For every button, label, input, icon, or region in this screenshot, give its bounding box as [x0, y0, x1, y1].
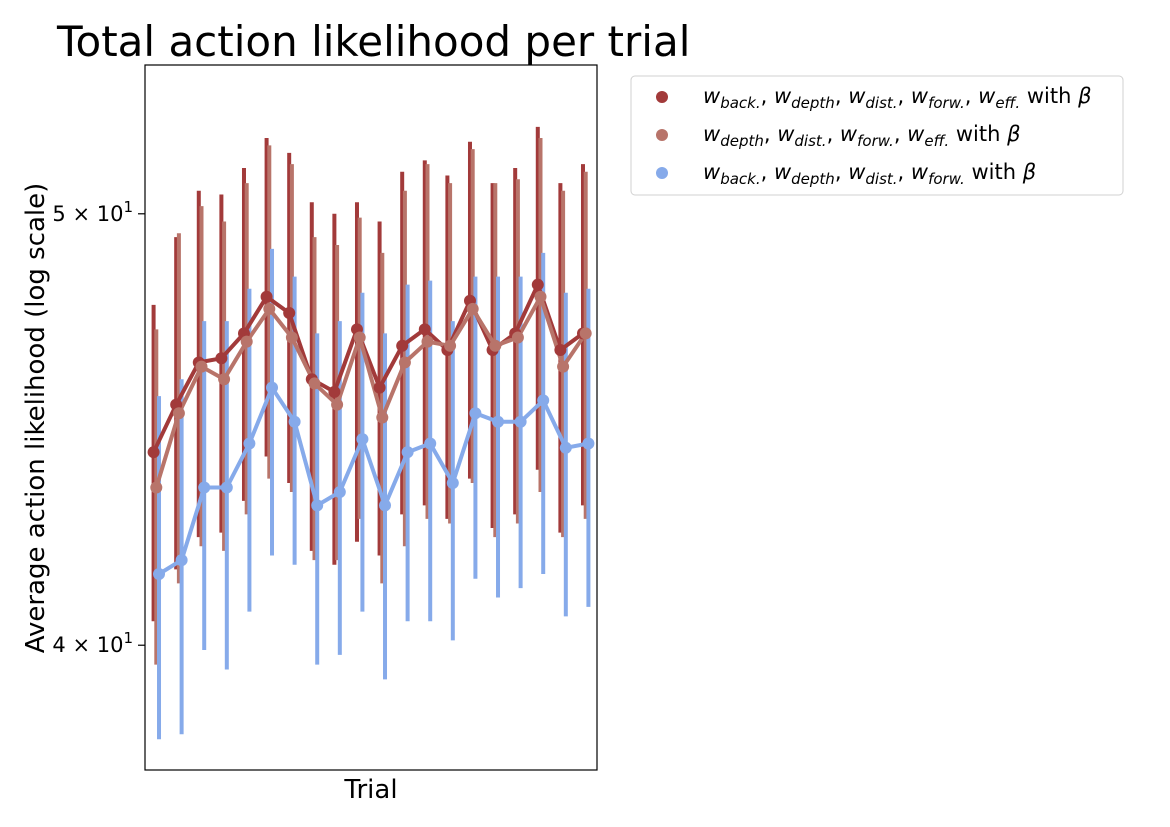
- y-axis-label: Average action likelihood (log scale): [21, 183, 51, 654]
- y-tick-label: 5 × 101: [52, 198, 133, 226]
- data-point: [398, 356, 411, 369]
- data-point: [469, 407, 482, 420]
- series-2-points: [153, 381, 595, 581]
- data-point: [150, 481, 163, 494]
- legend: wback., wdepth, wdist., wforw., weff. wi…: [630, 75, 1124, 196]
- data-point: [283, 306, 296, 319]
- data-point: [153, 568, 166, 581]
- legend-marker: [656, 91, 668, 103]
- data-point: [534, 290, 547, 303]
- data-point: [418, 323, 431, 336]
- data-point: [263, 302, 276, 315]
- data-point: [466, 302, 479, 315]
- data-point: [559, 441, 572, 454]
- y-axis-ticks: 4 × 101 5 × 101: [52, 198, 145, 657]
- plot-area: [147, 126, 595, 740]
- data-point: [492, 415, 505, 428]
- data-point: [489, 339, 502, 352]
- data-point: [198, 481, 211, 494]
- data-point: [396, 339, 409, 352]
- legend-label: wback., wdepth, wdist., wforw., weff. wi…: [703, 84, 1091, 112]
- data-point: [379, 499, 392, 512]
- data-point: [147, 446, 160, 459]
- data-point: [401, 446, 414, 459]
- data-point: [331, 398, 344, 411]
- data-point: [353, 331, 366, 344]
- data-point: [288, 415, 301, 428]
- data-point: [220, 481, 233, 494]
- legend-marker: [656, 167, 668, 179]
- chart-title: Total action likelihood per trial: [56, 17, 690, 66]
- legend-item-2: wback., wdepth, wdist., wforw. with β: [656, 160, 1036, 188]
- legend-label: wback., wdepth, wdist., wforw. with β: [703, 160, 1036, 188]
- data-point: [215, 352, 228, 365]
- legend-item-1: wdepth, wdist., wforw., weff. with β: [656, 122, 1021, 150]
- data-point: [531, 278, 544, 291]
- data-point: [333, 485, 346, 498]
- data-point: [195, 360, 208, 373]
- data-point: [554, 343, 567, 356]
- data-point: [356, 433, 369, 446]
- data-point: [421, 335, 434, 348]
- data-point: [514, 415, 527, 428]
- data-point: [328, 385, 341, 398]
- data-point: [175, 554, 188, 567]
- x-axis-label: Trial: [343, 775, 397, 805]
- data-point: [444, 339, 457, 352]
- data-point: [285, 331, 298, 344]
- data-point: [260, 290, 273, 303]
- data-point: [424, 437, 437, 450]
- data-point: [243, 437, 256, 450]
- legend-item-0: wback., wdepth, wdist., wforw., weff. wi…: [656, 84, 1091, 112]
- data-point: [240, 335, 253, 348]
- data-point: [218, 373, 231, 386]
- data-point: [172, 407, 185, 420]
- legend-marker: [656, 129, 668, 141]
- y-tick-label: 4 × 101: [52, 629, 133, 657]
- data-point: [579, 327, 592, 340]
- data-point: [308, 377, 321, 390]
- legend-label: wdepth, wdist., wforw., weff. with β: [703, 122, 1021, 150]
- series-1-points: [150, 290, 592, 494]
- plot-frame: [144, 64, 598, 771]
- data-point: [373, 381, 386, 394]
- legend-frame: [630, 75, 1124, 196]
- data-point: [582, 437, 595, 450]
- data-point: [511, 331, 524, 344]
- data-point: [537, 394, 550, 407]
- data-point: [446, 477, 459, 490]
- data-point: [311, 499, 324, 512]
- data-point: [376, 411, 389, 424]
- data-point: [266, 381, 279, 394]
- data-point: [557, 360, 570, 373]
